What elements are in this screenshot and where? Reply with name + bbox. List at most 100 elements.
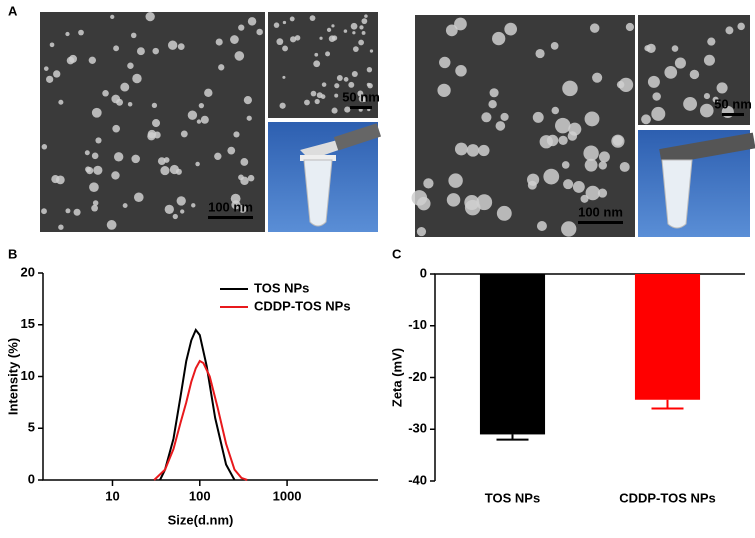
particle [84,150,90,156]
particle [187,110,198,120]
particle [562,80,578,97]
particle [282,20,287,25]
particle [683,96,698,111]
particle [120,82,130,92]
particle [102,89,109,97]
particle [316,92,323,99]
scale-bar [722,113,744,116]
particle [243,96,252,105]
particle [304,99,310,106]
particle [597,188,608,198]
particle [448,173,463,188]
particle [334,93,339,98]
particle [41,208,47,215]
particle [550,41,559,50]
particle [580,194,589,203]
particle [160,166,170,176]
particle [348,81,355,88]
particle [361,31,366,35]
particle [176,196,186,206]
particle [350,22,358,30]
particle [532,111,544,123]
particle [561,221,577,237]
particle [321,82,327,87]
particle [169,164,180,175]
legend-label: TOS NPs [254,280,309,295]
particle [352,46,359,52]
particle [233,131,240,138]
particle [641,114,651,125]
particle [282,75,286,79]
particle [106,220,117,230]
particle [41,144,48,150]
particle [478,144,490,157]
particle [707,37,716,46]
particle [584,158,598,172]
particle [279,102,286,109]
particle [215,38,223,46]
particle [343,29,348,33]
particle [652,92,661,101]
particle [133,192,144,203]
scale-bar-label: 50 nm [714,96,752,111]
scale-bar-label: 50 nm [342,89,380,104]
y-tick-label: -40 [408,472,427,487]
particle [455,65,467,77]
y-axis-label: Zeta (mV) [389,348,404,407]
scale-bar [350,106,372,109]
particle [136,47,145,56]
particle [164,204,174,214]
particle [585,185,601,201]
particle [737,22,745,31]
particle [177,43,185,50]
y-tick-label: 15 [21,316,35,331]
particle [66,56,75,65]
particle [65,31,70,37]
x-tick-label: TOS NPs [485,490,540,505]
particle [85,166,91,173]
particle [703,93,711,100]
particle [127,102,133,107]
particle [555,117,571,134]
particle [358,39,364,46]
particle [127,62,134,70]
particle [466,144,480,157]
particle [725,26,734,35]
particle [454,17,467,31]
particle [240,176,249,186]
particle [234,51,245,61]
particle [113,45,120,52]
particle [256,28,263,36]
scale-bar-label: 100 nm [208,199,253,214]
particle [112,124,120,133]
particle [367,83,373,89]
y-tick-label: 10 [21,368,35,383]
particle [423,178,434,189]
particle [492,31,506,46]
particle [130,32,137,39]
particle [238,24,245,31]
particle [89,182,99,193]
y-tick-label: 20 [21,264,35,279]
particle [92,200,99,206]
particle [58,99,64,105]
tube-photo [638,130,755,237]
particle [454,142,468,156]
particle [240,158,249,166]
particle [289,16,295,22]
particle [147,132,156,141]
particle [625,22,634,32]
particle [131,154,140,164]
particle [195,161,200,167]
particle [488,100,497,109]
y-tick-label: -30 [408,421,427,436]
scale-bar [208,216,253,219]
particle [496,205,512,221]
particle [151,102,158,108]
particle [651,106,666,121]
particle [132,73,142,84]
particle [113,152,124,162]
particle [238,204,247,213]
particle [310,90,317,97]
particle [703,54,715,66]
